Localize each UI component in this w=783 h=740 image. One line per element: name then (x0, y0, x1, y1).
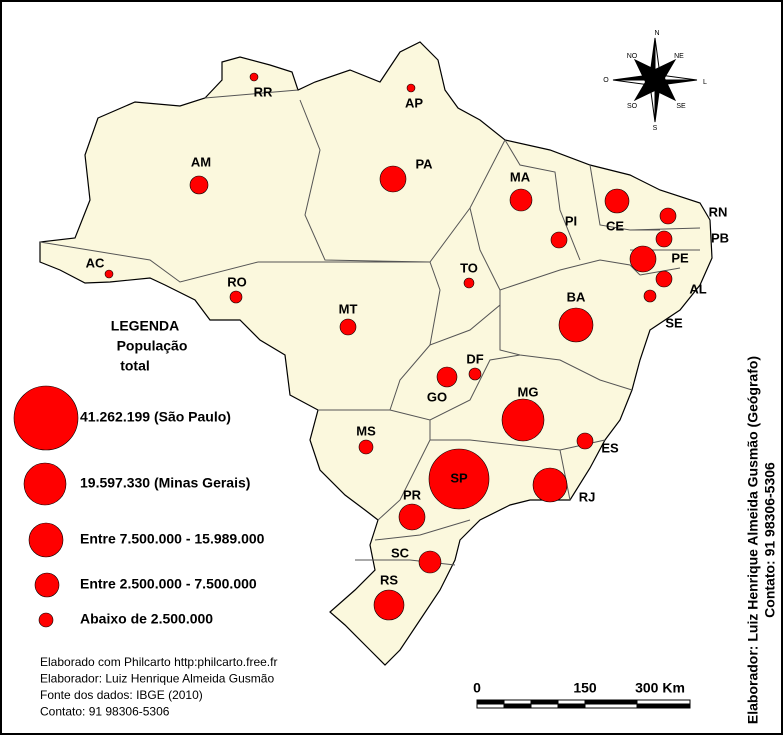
state-label: PR (403, 487, 422, 502)
population-symbol (643, 289, 657, 303)
scale-label: 0 (473, 680, 481, 696)
state-label: PA (415, 156, 433, 171)
legend-symbol (13, 385, 79, 451)
population-symbol (629, 245, 657, 273)
state-label: SC (391, 545, 410, 560)
state-label: PI (565, 213, 577, 228)
population-symbol (532, 467, 568, 503)
legend-item: Entre 7.500.000 - 15.989.000 (80, 531, 265, 547)
state-label: ES (601, 440, 619, 455)
population-symbol (436, 366, 458, 388)
legend-symbol (38, 612, 54, 628)
state-label: MG (518, 384, 539, 399)
state-label: MA (510, 169, 531, 184)
population-symbol (463, 277, 475, 289)
state-label: MS (356, 423, 376, 438)
state-label: TO (460, 260, 478, 275)
population-symbol (398, 503, 426, 531)
population-symbol (509, 188, 533, 212)
state-label: PE (671, 250, 689, 265)
scale-bar (476, 699, 691, 709)
population-symbol (418, 550, 442, 574)
legend-symbol (28, 522, 64, 558)
compass-label: O (603, 77, 609, 84)
compass-label: N (654, 30, 659, 37)
legend-item: 41.262.199 (São Paulo) (80, 409, 231, 425)
legend-heading: LEGENDA (111, 318, 179, 334)
credit: Elaborador: Luiz Henrique Almeida Gusmão (40, 672, 274, 686)
population-symbol (339, 318, 357, 336)
state-label: MT (339, 301, 358, 316)
population-symbol (229, 290, 243, 304)
scale-label: 300 Km (635, 680, 685, 696)
compass-label: L (703, 79, 707, 86)
credit: Contato: 91 98306-5306 (40, 705, 170, 719)
state-label: BA (567, 289, 586, 304)
legend-item: 19.597.330 (Minas Gerais) (80, 475, 250, 491)
state-label: SE (665, 315, 683, 330)
population-symbol (406, 83, 416, 93)
legend-item: Entre 2.500.000 - 7.500.000 (80, 576, 257, 592)
compass-label: NE (674, 53, 684, 60)
state-label: DF (466, 351, 483, 366)
compass-label: S (653, 125, 658, 132)
compass-rose: N NE L SE S SO O NO (603, 30, 707, 132)
legend-symbol (34, 572, 60, 598)
state-label: AM (191, 154, 211, 169)
state-label: AC (86, 255, 105, 270)
legend-item: Abaixo de 2.500.000 (80, 611, 213, 627)
population-symbol (655, 270, 673, 288)
population-symbol (358, 439, 374, 455)
state-label: RO (227, 274, 247, 289)
state-label: RN (709, 204, 728, 219)
credit: Elaborado com Philcarto http:philcarto.f… (40, 655, 277, 669)
legend-symbol (23, 462, 67, 506)
population-symbol (373, 589, 405, 621)
population-symbol (655, 230, 673, 248)
side-credit: Contato: 91 98306-5306 (762, 462, 778, 618)
state-label: CE (606, 218, 624, 233)
side-credit: Elaborador: Luiz Henrique Almeida Gusmão… (745, 356, 761, 724)
population-symbol (189, 175, 209, 195)
compass-label: NO (627, 53, 638, 60)
population-symbol (501, 398, 545, 442)
population-symbol (659, 207, 677, 225)
state-label: AL (689, 281, 706, 296)
population-symbol (550, 231, 568, 249)
compass-label: SO (627, 103, 638, 110)
state-label: AP (405, 95, 423, 110)
legend-heading: total (120, 358, 150, 374)
population-symbol (249, 72, 259, 82)
compass-label: SE (676, 103, 686, 110)
legend: LEGENDA População total 41.262.199 (São … (13, 318, 265, 628)
legend-heading: População (117, 338, 188, 354)
state-label: RJ (579, 489, 596, 504)
credit: Fonte dos dados: IBGE (2010) (40, 688, 203, 702)
scale-label: 150 (573, 680, 597, 696)
population-symbol (468, 367, 482, 381)
population-symbol (104, 269, 114, 279)
population-symbol (558, 307, 594, 343)
state-label: RR (254, 84, 273, 99)
population-symbol (576, 432, 594, 450)
population-symbol (604, 188, 630, 214)
state-label: GO (427, 389, 447, 404)
state-label: RS (380, 572, 398, 587)
state-label: PB (711, 230, 729, 245)
country-outline (39, 41, 713, 666)
population-symbol (428, 448, 490, 510)
state-label: SP (450, 470, 468, 485)
population-symbol (379, 165, 407, 193)
